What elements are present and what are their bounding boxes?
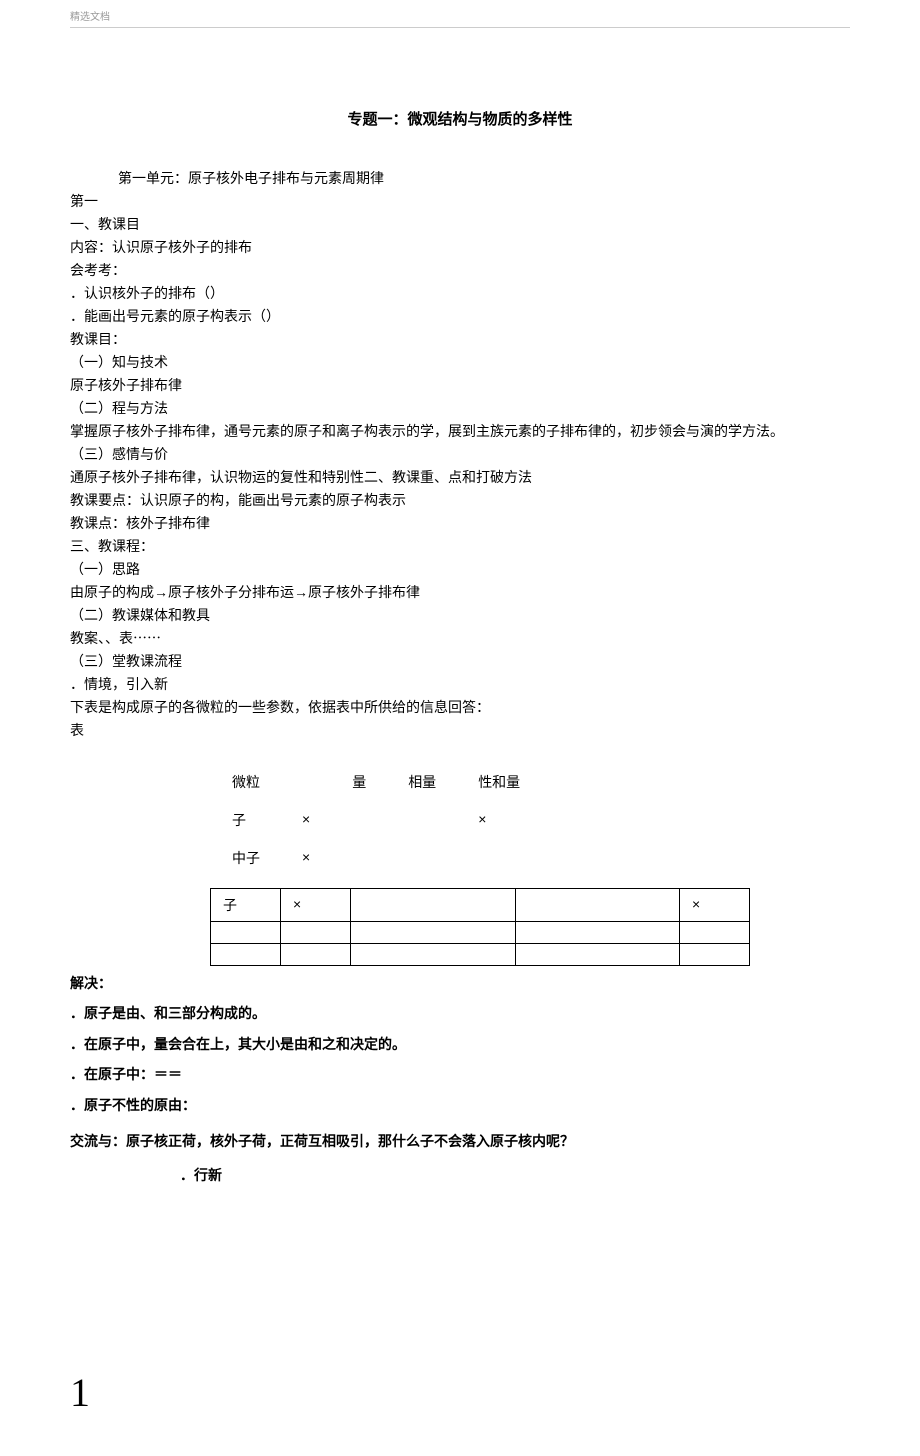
table-cell bbox=[351, 922, 516, 944]
content-line: （一）思路 bbox=[70, 560, 850, 581]
table-cell bbox=[680, 922, 750, 944]
table-cell: × bbox=[281, 889, 351, 922]
table-row: 子 × × bbox=[211, 889, 750, 922]
header-divider bbox=[70, 27, 850, 28]
table-cell bbox=[332, 840, 386, 876]
solution-item: ．原子是由、和三部分构成的。 bbox=[70, 1004, 850, 1026]
document-page: 精选文档 专题一：微观结构与物质的多样性 第一单元：原子核外电子排布与元素周期律… bbox=[0, 0, 920, 1456]
x-mark-icon: × bbox=[302, 811, 310, 827]
content-line: 由原子的构成→原子核外子分排布运→原子核外子排布律 bbox=[70, 583, 850, 604]
content-line: 原子核外子排布律 bbox=[70, 376, 850, 397]
content-line: （二）程与方法 bbox=[70, 399, 850, 420]
table-cell bbox=[388, 840, 456, 876]
x-mark-icon: × bbox=[293, 896, 301, 912]
table-cell: × bbox=[458, 802, 540, 838]
table-cell bbox=[351, 944, 516, 966]
solutions-heading: 解决： bbox=[70, 974, 850, 996]
table-header-cell bbox=[282, 764, 330, 800]
table-cell bbox=[388, 802, 456, 838]
table-cell: 子 bbox=[211, 889, 281, 922]
particle-table-wrap: 微粒 量 相量 性和量 子 × × 中子 × bbox=[210, 762, 850, 878]
content-line: 会考考： bbox=[70, 261, 850, 282]
content-line: 第一 bbox=[70, 192, 850, 213]
header-watermark: 精选文档 bbox=[70, 0, 850, 27]
content-line: 一、教课目 bbox=[70, 215, 850, 236]
content-line: 三、教课程： bbox=[70, 537, 850, 558]
solution-item: ．原子不性的原由： bbox=[70, 1096, 850, 1118]
table-cell bbox=[332, 802, 386, 838]
table-cell bbox=[281, 922, 351, 944]
x-mark-icon: × bbox=[302, 849, 310, 865]
content-line: 内容：认识原子核外子的排布 bbox=[70, 238, 850, 259]
table-cell: × bbox=[680, 889, 750, 922]
page-number: 1 bbox=[70, 1369, 850, 1416]
table-header-cell: 量 bbox=[332, 764, 386, 800]
x-mark-icon: × bbox=[478, 811, 486, 827]
table-header-cell: 性和量 bbox=[458, 764, 540, 800]
table-cell bbox=[515, 922, 680, 944]
content-line: （三）堂教课流程 bbox=[70, 652, 850, 673]
solution-item: ．在原子中，量会合在上，其大小是由和之和决定的。 bbox=[70, 1035, 850, 1057]
bordered-data-table: 子 × × bbox=[210, 888, 750, 966]
content-line: 表 bbox=[70, 721, 850, 742]
particle-table: 微粒 量 相量 性和量 子 × × 中子 × bbox=[210, 762, 542, 878]
solution-item: ．在原子中：＝＝ bbox=[70, 1065, 850, 1087]
table-row bbox=[211, 922, 750, 944]
table-row: 中子 × bbox=[212, 840, 540, 876]
proceed-line: ．行新 bbox=[70, 1166, 850, 1188]
content-line: 掌握原子核外子排布律，通号元素的原子和离子构表示的学，展到主族元素的子排布律的，… bbox=[70, 422, 850, 443]
table-cell: 中子 bbox=[212, 840, 280, 876]
content-line: （一）知与技术 bbox=[70, 353, 850, 374]
content-line: （三）感情与价 bbox=[70, 445, 850, 466]
content-line: 教课目： bbox=[70, 330, 850, 351]
x-mark-icon: × bbox=[692, 896, 700, 912]
content-line: ．能画出号元素的原子构表示（） bbox=[70, 307, 850, 328]
content-line: 通原子核外子排布律，认识物运的复性和特别性二、教课重、点和打破方法 bbox=[70, 468, 850, 489]
content-line: 下表是构成原子的各微粒的一些参数，依据表中所供给的信息回答： bbox=[70, 698, 850, 719]
content-line: （二）教课媒体和教具 bbox=[70, 606, 850, 627]
table-cell bbox=[281, 944, 351, 966]
table-cell bbox=[515, 944, 680, 966]
table-cell: × bbox=[282, 840, 330, 876]
content-line: ．认识核外子的排布（） bbox=[70, 284, 850, 305]
table-cell bbox=[211, 944, 281, 966]
content-line: ．情境，引入新 bbox=[70, 675, 850, 696]
unit-title: 第一单元：原子核外电子排布与元素周期律 bbox=[70, 169, 850, 190]
table-cell bbox=[351, 889, 516, 922]
exchange-line: 交流与：原子核正荷，核外子荷，正荷互相吸引，那什么子不会落入原子核内呢？ bbox=[70, 1132, 850, 1154]
content-line: 教案、、表⋯⋯ bbox=[70, 629, 850, 650]
table-header-row: 微粒 量 相量 性和量 bbox=[212, 764, 540, 800]
table-cell bbox=[458, 840, 540, 876]
table-row bbox=[211, 944, 750, 966]
content-line: 教课要点：认识原子的构，能画出号元素的原子构表示 bbox=[70, 491, 850, 512]
page-title: 专题一：微观结构与物质的多样性 bbox=[70, 108, 850, 129]
table-cell bbox=[680, 944, 750, 966]
table-header-cell: 微粒 bbox=[212, 764, 280, 800]
content-line: 教课点：核外子排布律 bbox=[70, 514, 850, 535]
content-body: 第一 一、教课目 内容：认识原子核外子的排布 会考考： ．认识核外子的排布（） … bbox=[70, 192, 850, 742]
table-cell: 子 bbox=[212, 802, 280, 838]
table-cell bbox=[515, 889, 680, 922]
table-header-cell: 相量 bbox=[388, 764, 456, 800]
table-row: 子 × × bbox=[212, 802, 540, 838]
table-cell bbox=[211, 922, 281, 944]
table-cell: × bbox=[282, 802, 330, 838]
